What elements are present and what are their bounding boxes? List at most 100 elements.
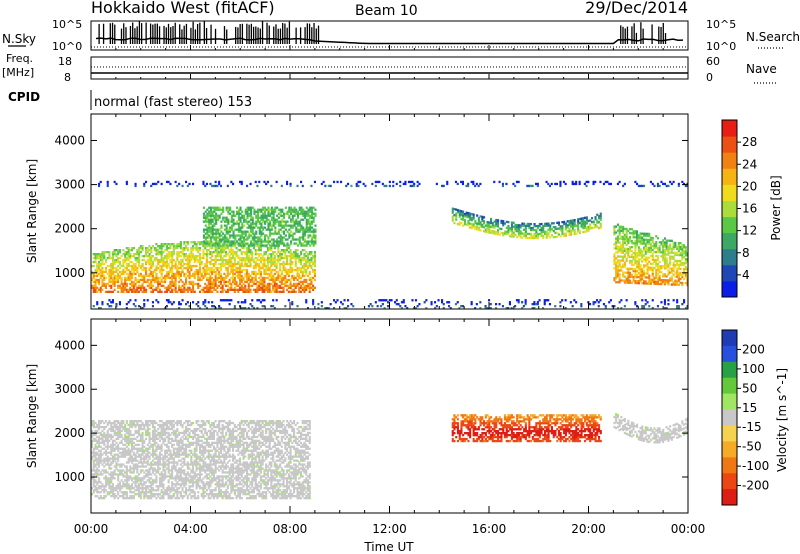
heatmap-cell [277,216,280,219]
heatmap-cell [259,288,262,291]
heatmap-cell [117,457,120,460]
heatmap-cell [96,268,99,272]
heatmap-cell [615,267,618,270]
heatmap-cell [193,274,196,278]
heatmap-cell [623,227,626,231]
heatmap-cell [157,253,160,256]
heatmap-cell [263,262,266,266]
noise-bar [183,25,185,44]
heatmap-cell [618,269,621,272]
heatmap-cell [312,268,315,272]
heatmap-cell [239,212,242,215]
heatmap-cell [151,284,154,287]
heatmap-cell [136,256,139,260]
heatmap-cell [259,301,262,304]
heatmap-cell [98,485,101,488]
heatmap-cell [489,307,492,309]
heatmap-cell [272,278,275,282]
heatmap-cell [262,220,265,223]
heatmap-cell [160,255,163,258]
heatmap-cell [646,234,649,237]
heatmap-cell [676,273,679,276]
heatmap-cell [96,439,99,442]
heatmap-cell [577,226,580,229]
heatmap-cell [273,290,276,293]
heatmap-cell [117,497,120,500]
heatmap-cell [138,272,141,276]
heatmap-cell [216,253,219,256]
heatmap-cell [470,301,473,304]
heatmap-cell [151,301,154,304]
heatmap-cell [186,270,189,274]
heatmap-cell [237,228,240,231]
heatmap-cell [192,249,195,252]
heatmap-cell [667,253,670,256]
heatmap-cell [310,236,313,239]
heatmap-cell [268,282,271,286]
heatmap-cell [98,481,101,484]
heatmap-cell [613,233,616,236]
heatmap-cell [277,258,280,262]
heatmap-cell [216,232,219,235]
heatmap-cell [146,280,149,284]
heatmap-cell [618,265,621,268]
heatmap-cell [253,208,256,211]
heatmap-cell [663,265,666,268]
heatmap-cell [263,258,266,262]
heatmap-cell [99,445,102,448]
heatmap-cell [294,249,297,252]
heatmap-cell [580,219,583,222]
heatmap-cell [637,268,640,271]
heatmap-cell [684,252,687,255]
heatmap-cell [528,236,531,240]
heatmap-cell [481,215,484,218]
heatmap-cell [307,236,310,239]
heatmap-cell [571,229,574,232]
heatmap-cell [442,184,445,188]
heatmap-cell [467,222,470,225]
heatmap-cell [472,225,475,228]
heatmap-cell [262,208,265,211]
heatmap-cell [557,227,560,230]
heatmap-cell [273,258,276,262]
heatmap-cell [488,225,491,228]
heatmap-cell [113,425,116,429]
heatmap-cell [216,278,219,282]
heatmap-cell [625,243,628,247]
heatmap-cell [204,290,207,293]
heatmap-cell [286,278,289,282]
heatmap-cell [103,439,106,442]
heatmap-cell [218,251,221,254]
heatmap-cell [632,252,635,255]
heatmap-cell [501,182,504,186]
heatmap-cell [536,303,539,306]
heatmap-cell [655,270,658,274]
heatmap-cell [514,223,517,227]
heatmap-cell [240,274,243,278]
heatmap-cell [230,214,233,217]
heatmap-cell [258,222,261,225]
heatmap-cell [229,244,232,247]
heatmap-cell [106,457,109,460]
heatmap-cell [197,284,200,287]
heatmap-cell [186,258,189,262]
heatmap-cell [132,272,135,276]
heatmap-cell [639,276,642,279]
heatmap-cell [651,268,654,271]
heatmap-cell [153,268,156,272]
heatmap-cell [483,216,486,219]
heatmap-cell [509,229,512,232]
heatmap-cell [113,495,116,498]
heatmap-cell [185,258,188,262]
heatmap-cell [138,253,141,256]
heatmap-cell [343,299,346,302]
heatmap-cell [190,290,193,293]
heatmap-cell [207,286,210,289]
heatmap-cell [237,249,240,252]
heatmap-cell [639,250,642,253]
heatmap-cell [225,232,228,235]
heatmap-cell [651,254,654,258]
heatmap-cell [145,262,148,266]
heatmap-cell [150,258,153,262]
heatmap-cell [246,264,249,268]
